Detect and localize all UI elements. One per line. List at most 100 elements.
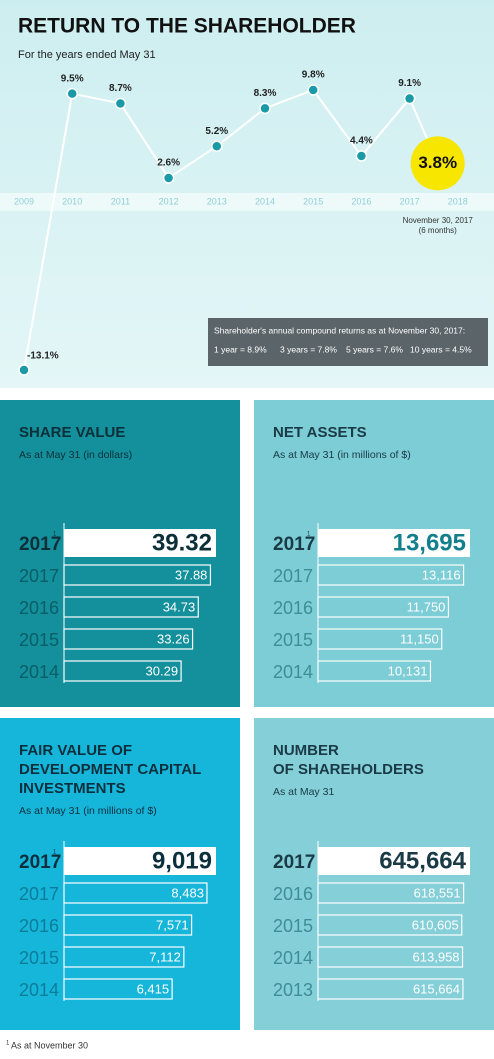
value-label: 6,415 [137, 981, 170, 996]
x-tick-label: 2009 [14, 196, 34, 206]
panel-title: NUMBER [273, 742, 339, 759]
y-tick-label: 2017 [19, 566, 59, 586]
footnote-ref: 1 [53, 850, 57, 856]
x-tick-label: 2014 [255, 196, 275, 206]
value-label: 645,664 [379, 847, 466, 874]
value-label: 13,695 [393, 529, 466, 556]
data-label: 9.1% [398, 78, 421, 89]
note-box [208, 318, 488, 366]
value-label: 10,131 [388, 663, 428, 678]
panel-subtitle: As at May 31 (in dollars) [19, 449, 132, 461]
point [355, 150, 368, 162]
y-tick-label: 2017 [273, 852, 315, 873]
note-title: Shareholder's annual compound returns as… [214, 325, 465, 335]
note-item: 1 year = 8.9% [214, 344, 267, 354]
value-label: 11,750 [407, 599, 446, 614]
note-item: 10 years = 4.5% [410, 344, 472, 354]
bar [317, 628, 443, 650]
x-tick-label: 2015 [303, 196, 323, 206]
x-tick-label: 2010 [62, 196, 82, 206]
highlight-date: November 30, 2017 [403, 216, 474, 225]
point [66, 87, 78, 100]
data-label: 5.2% [205, 126, 228, 137]
footnote-ref: 1 [307, 532, 311, 538]
value-label: 7,571 [156, 917, 189, 932]
bar [317, 564, 465, 586]
footnote-marker: 1 [6, 1041, 10, 1047]
y-tick-label: 2016 [19, 598, 59, 618]
y-tick-label: 2014 [19, 662, 59, 682]
x-tick-label: 2016 [351, 196, 371, 206]
bar [317, 946, 464, 968]
bar [64, 847, 216, 875]
year-band [0, 193, 494, 211]
data-label: 4.4% [350, 136, 373, 147]
value-label: 34.73 [163, 599, 196, 614]
value-label: 37.88 [175, 567, 208, 582]
x-tick-label: 2017 [400, 196, 420, 206]
highlight-label: 3.8% [418, 153, 457, 172]
y-tick-label: 2013 [273, 980, 313, 1000]
value-label: 610,605 [412, 917, 459, 932]
footnote: As at November 30 [11, 1040, 88, 1050]
value-label: 39.32 [152, 529, 212, 556]
y-tick-label: 2017 [19, 884, 59, 904]
data-label: 9.5% [61, 73, 84, 84]
note-item: 5 years = 7.6% [346, 344, 403, 354]
bar [63, 564, 212, 586]
value-label: 9,019 [152, 847, 212, 874]
panel-title: NET ASSETS [273, 424, 367, 441]
bar [63, 882, 208, 904]
y-tick-label: 2015 [19, 948, 59, 968]
point [114, 97, 127, 110]
highlight-period: (6 months) [419, 226, 458, 235]
bar [317, 978, 464, 1000]
y-tick-label: 2017 [273, 566, 313, 586]
y-tick-label: 2016 [273, 884, 313, 904]
value-label: 30.29 [146, 663, 179, 678]
x-tick-label: 2013 [207, 196, 227, 206]
y-tick-label: 2016 [273, 598, 313, 618]
point [18, 364, 30, 376]
bar [63, 660, 182, 682]
panel-subtitle: As at May 31 [273, 786, 334, 798]
panel-title: SHARE VALUE [19, 424, 125, 441]
bar [63, 978, 173, 1000]
bar [318, 529, 470, 557]
bar [63, 596, 199, 618]
value-label: 8,483 [171, 885, 204, 900]
point [403, 92, 416, 105]
value-label: 33.26 [157, 631, 190, 646]
bar [317, 596, 450, 618]
y-tick-label: 2015 [273, 630, 313, 650]
x-tick-label: 2018 [448, 196, 468, 206]
value-label: 11,150 [400, 631, 439, 646]
data-label: 2.6% [157, 158, 180, 169]
bar [317, 660, 432, 682]
bar [63, 946, 185, 968]
point [259, 102, 271, 115]
data-label: 8.7% [109, 83, 132, 94]
value-label: 613,958 [413, 949, 460, 964]
value-label: 7,112 [149, 949, 181, 964]
bar [63, 628, 194, 650]
y-tick-label: 2015 [273, 916, 313, 936]
bar [63, 914, 193, 936]
y-tick-label: 2014 [273, 948, 313, 968]
note-item: 3 years = 7.8% [280, 344, 337, 354]
footnote-ref: 1 [53, 532, 57, 538]
value-label: 615,664 [413, 981, 460, 996]
bar [318, 847, 470, 875]
panel-title: DEVELOPMENT CAPITAL [19, 761, 201, 778]
x-tick-label: 2012 [159, 196, 179, 206]
data-label: 9.8% [302, 70, 325, 81]
bar [317, 882, 465, 904]
data-label: -13.1% [27, 351, 59, 362]
panel-title: INVESTMENTS [19, 780, 126, 797]
data-label: 8.3% [254, 88, 277, 99]
chart-subtitle: For the years ended May 31 [18, 49, 156, 61]
bar [64, 529, 216, 557]
y-tick-label: 2016 [19, 916, 59, 936]
y-tick-label: 2017 [19, 852, 61, 873]
